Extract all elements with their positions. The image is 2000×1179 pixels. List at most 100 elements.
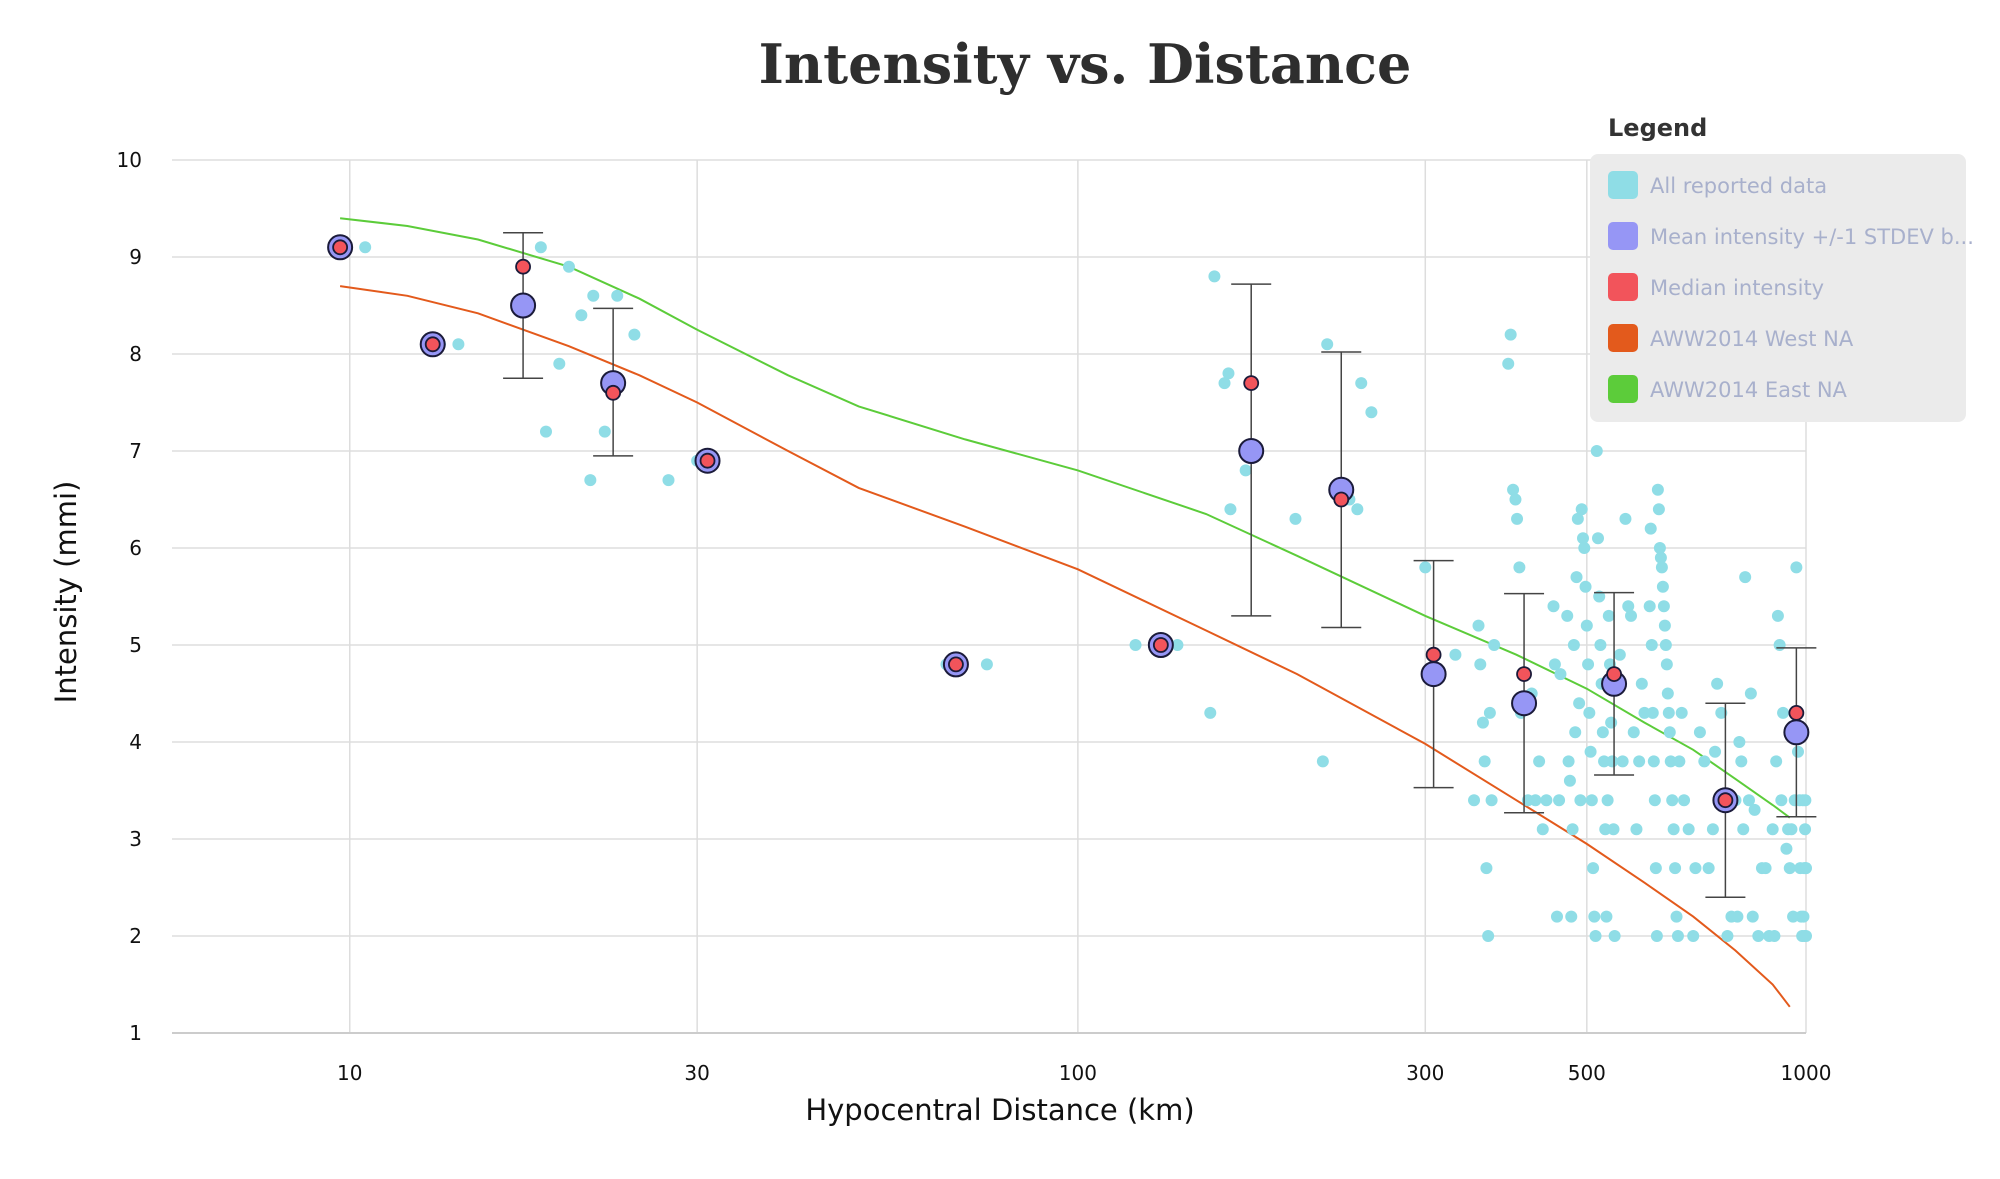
data-point-93 [1594, 639, 1607, 651]
data-point-5 [539, 425, 552, 438]
data-point-157 [1721, 930, 1734, 942]
data-point-107 [1613, 648, 1626, 661]
data-point-22 [1204, 706, 1217, 719]
data-point-138 [1664, 755, 1677, 768]
series-line-3 [339, 285, 1791, 1008]
data-point-84 [1583, 706, 1596, 719]
legend-swatch-4 [1608, 375, 1638, 403]
data-point-32 [1351, 503, 1364, 516]
data-point-141 [1669, 862, 1682, 875]
legend-label-2: Median intensity [1650, 276, 1824, 300]
data-point-35 [1419, 561, 1432, 574]
median-point-7 [1243, 375, 1260, 392]
y-axis-label: Intensity (mmi) [49, 481, 83, 704]
y-tick-label-4: 5 [129, 633, 142, 657]
data-point-52 [1511, 512, 1524, 525]
data-point-121 [1647, 755, 1660, 768]
data-point-193 [1797, 910, 1810, 923]
y-tick-label-5: 6 [129, 536, 142, 560]
data-point-10 [587, 289, 600, 302]
data-point-48 [1502, 357, 1515, 370]
data-point-62 [1547, 600, 1560, 613]
data-point-77 [1574, 794, 1587, 807]
legend-label-3: AWW2014 West NA [1650, 327, 1854, 351]
data-point-111 [1625, 609, 1638, 622]
data-point-178 [1775, 794, 1788, 807]
data-point-115 [1635, 677, 1648, 690]
data-point-174 [1768, 930, 1781, 942]
data-point-162 [1735, 755, 1748, 768]
data-point-47 [1488, 639, 1501, 651]
data-point-175 [1770, 755, 1783, 768]
data-point-187 [1791, 745, 1804, 758]
x-tick-label-0: 10 [337, 1061, 362, 1085]
series-line-4 [339, 217, 1791, 819]
data-point-78 [1575, 503, 1588, 516]
data-point-21 [1171, 639, 1184, 651]
data-point-132 [1658, 619, 1671, 632]
mean-points [327, 234, 1810, 814]
data-point-196 [1799, 823, 1812, 836]
data-point-180 [1780, 842, 1793, 855]
data-point-147 [1682, 823, 1695, 836]
data-point-42 [1478, 755, 1491, 768]
data-point-150 [1693, 726, 1706, 739]
data-point-83 [1582, 658, 1595, 671]
median-point-1 [424, 336, 441, 353]
data-point-88 [1588, 910, 1601, 923]
data-point-179 [1777, 706, 1790, 719]
legend-entries: All reported data Mean intensity +/-1 STD… [1608, 171, 1974, 403]
data-point-156 [1715, 706, 1728, 719]
data-point-49 [1504, 328, 1517, 341]
data-point-95 [1596, 726, 1609, 739]
data-point-182 [1783, 862, 1796, 875]
data-point-152 [1702, 862, 1715, 875]
data-point-103 [1606, 755, 1619, 768]
data-point-85 [1584, 745, 1597, 758]
y-tick-label-6: 7 [129, 439, 142, 463]
data-point-23 [1208, 270, 1221, 283]
data-point-8 [575, 309, 588, 322]
data-point-69 [1563, 774, 1576, 787]
data-point-164 [1739, 571, 1752, 584]
data-point-128 [1654, 551, 1667, 564]
data-point-45 [1483, 706, 1496, 719]
data-point-126 [1652, 503, 1665, 516]
data-point-43 [1480, 862, 1493, 875]
median-point-13 [1788, 705, 1805, 721]
data-point-92 [1593, 590, 1606, 603]
y-tick-label-1: 2 [129, 924, 142, 948]
data-point-120 [1646, 706, 1659, 719]
mean-point-9 [1420, 661, 1447, 688]
data-point-9 [584, 474, 597, 487]
data-point-11 [598, 425, 611, 438]
data-point-129 [1655, 561, 1668, 574]
data-point-136 [1662, 706, 1675, 719]
data-point-169 [1752, 930, 1765, 942]
data-point-134 [1660, 658, 1673, 671]
data-point-66 [1554, 668, 1567, 681]
data-point-142 [1670, 910, 1683, 923]
data-point-71 [1566, 823, 1579, 836]
data-point-165 [1742, 794, 1755, 807]
data-point-155 [1711, 677, 1724, 690]
data-point-63 [1548, 658, 1561, 671]
y-tick-label-2: 3 [129, 827, 142, 851]
data-point-176 [1771, 609, 1784, 622]
data-point-161 [1733, 736, 1746, 748]
x-axis-ticks: 10 30 100 300 500 1000 [337, 1061, 1831, 1085]
x-axis-label: Hypocentral Distance (km) [805, 1093, 1194, 1127]
data-point-64 [1550, 910, 1563, 923]
data-point-104 [1607, 823, 1620, 836]
data-point-137 [1663, 726, 1676, 739]
data-point-96 [1598, 755, 1611, 768]
data-point-163 [1737, 823, 1750, 836]
median-point-3 [605, 384, 622, 401]
data-point-154 [1709, 745, 1722, 758]
data-point-151 [1698, 755, 1711, 768]
data-point-148 [1687, 930, 1700, 942]
legend-label-0: All reported data [1650, 174, 1827, 198]
data-point-4 [534, 241, 547, 254]
median-point-0 [332, 239, 349, 256]
